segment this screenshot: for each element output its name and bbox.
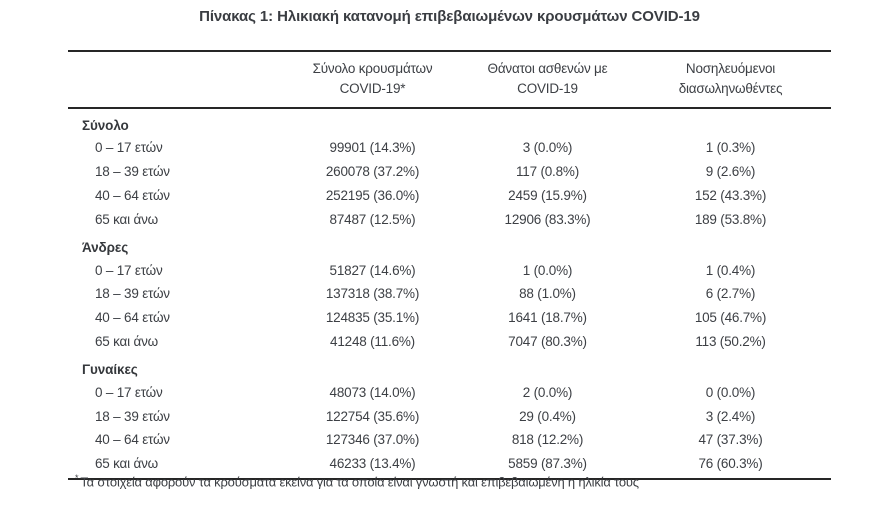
header-deaths-line2: COVID-19 (517, 81, 578, 96)
cases-cell: 51827 (14.6%) (329, 262, 416, 278)
age-group-cell: 40 – 64 ετών (95, 432, 170, 448)
deaths-cell: 5859 (87.3%) (508, 456, 587, 472)
header-intubated: Νοσηλευόμενοι διασωληνωθέντες (630, 59, 831, 99)
table-row: 18 – 39 ετών 122754 (35.6%) 29 (0.4%) 3 (2.… (68, 404, 831, 428)
intubated-cell: 1 (0.3%) (705, 140, 756, 156)
age-group-cell: 40 – 64 ετών (95, 187, 170, 203)
deaths-cell: 29 (0.4%) (519, 408, 576, 424)
cases-cell: 122754 (35.6%) (325, 408, 420, 424)
table-row: 65 και άνω 46233 (13.4%) 5859 (87.3%) 76 (6… (68, 452, 831, 476)
intubated-cell: 3 (2.4%) (705, 408, 756, 424)
deaths-cell: 117 (0.8%) (515, 164, 580, 180)
age-group-cell: 65 και άνω (95, 211, 159, 227)
table-row: 18 – 39 ετών 260078 (37.2%) 117 (0.8%) 9 (2… (68, 160, 831, 184)
age-group-cell: 0 – 17 ετών (95, 140, 163, 156)
age-group-cell: 65 και άνω (95, 333, 159, 349)
cases-cell: 46233 (13.4%) (329, 456, 416, 472)
header-deaths-line1: Θάνατοι ασθενών με (487, 61, 608, 76)
intubated-cell: 1 (0.4%) (705, 262, 756, 278)
table-row: 40 – 64 ετών 124835 (35.1%) 1641 (18.7%) 10… (68, 306, 831, 330)
section-header-row: Άνδρες (68, 231, 831, 258)
header-intubated-line1: Νοσηλευόμενοι (685, 61, 776, 76)
intubated-cell: 0 (0.0%) (705, 384, 756, 400)
section-header-row: Σύνολο (68, 109, 831, 136)
deaths-cell: 3 (0.0%) (522, 140, 573, 156)
intubated-cell: 9 (2.6%) (705, 164, 756, 180)
deaths-cell: 2459 (15.9%) (508, 187, 587, 203)
header-total-cases-line2: COVID-19* (339, 81, 406, 96)
table-row: 40 – 64 ετών 127346 (37.0%) 818 (12.2%) 47 … (68, 428, 831, 452)
table-row: 0 – 17 ετών 99901 (14.3%) 3 (0.0%) 1 (0.3%) (68, 136, 831, 160)
cases-cell: 127346 (37.0%) (325, 432, 420, 448)
table-row: 65 και άνω 87487 (12.5%) 12906 (83.3%) 189 … (68, 207, 831, 231)
age-group-cell: 65 και άνω (95, 456, 159, 472)
table-title: Πίνακας 1: Ηλικιακή κατανομή επιβεβαιωμέ… (199, 8, 700, 25)
age-group-cell: 18 – 39 ετών (95, 408, 170, 424)
table-row: 65 και άνω 41248 (11.6%) 7047 (80.3%) 113 (… (68, 330, 831, 354)
intubated-cell: 189 (53.8%) (694, 211, 767, 227)
table-row: 18 – 39 ετών 137318 (38.7%) 88 (1.0%) 6 (2.… (68, 282, 831, 306)
cases-cell: 87487 (12.5%) (329, 211, 416, 227)
header-total-cases: Σύνολο κρουσμάτων COVID-19* (280, 59, 465, 99)
footnote: * Τα στοιχεία αφορούν τα κρούσματα εκείνα… (75, 473, 835, 489)
age-group-cell: 0 – 17 ετών (95, 262, 163, 278)
table-row: 0 – 17 ετών 51827 (14.6%) 1 (0.0%) 1 (0.4%) (68, 258, 831, 282)
deaths-cell: 818 (12.2%) (511, 432, 584, 448)
age-group-cell: 18 – 39 ετών (95, 286, 170, 302)
header-total-cases-line1: Σύνολο κρουσμάτων (312, 61, 433, 76)
age-group-cell: 0 – 17 ετών (95, 384, 163, 400)
table-header-row: Σύνολο κρουσμάτων COVID-19* Θάνατοι ασθε… (68, 50, 831, 109)
table-bottom-rule (68, 476, 831, 480)
section-label: Άνδρες (82, 239, 129, 255)
header-intubated-line2: διασωληνωθέντες (678, 81, 783, 96)
intubated-cell: 6 (2.7%) (705, 286, 756, 302)
cases-cell: 41248 (11.6%) (330, 333, 415, 349)
table-row: 40 – 64 ετών 252195 (36.0%) 2459 (15.9%) 15… (68, 184, 831, 208)
deaths-cell: 1641 (18.7%) (508, 310, 587, 326)
table-row: 0 – 17 ετών 48073 (14.0%) 2 (0.0%) 0 (0.0%) (68, 380, 831, 404)
age-group-cell: 18 – 39 ετών (95, 164, 170, 180)
age-group-cell: 40 – 64 ετών (95, 310, 170, 326)
intubated-cell: 113 (50.2%) (695, 333, 766, 349)
intubated-cell: 105 (46.7%) (694, 310, 767, 326)
section-label: Σύνολο (82, 117, 129, 133)
footnote-marker: * (75, 473, 79, 483)
deaths-cell: 7047 (80.3%) (508, 333, 587, 349)
intubated-cell: 47 (37.3%) (698, 432, 763, 448)
deaths-cell: 2 (0.0%) (522, 384, 573, 400)
cases-cell: 48073 (14.0%) (329, 384, 416, 400)
cases-cell: 124835 (35.1%) (325, 310, 420, 326)
deaths-cell: 88 (1.0%) (519, 286, 576, 302)
cases-cell: 260078 (37.2%) (325, 164, 420, 180)
deaths-cell: 1 (0.0%) (522, 262, 573, 278)
covid-age-table: Σύνολο κρουσμάτων COVID-19* Θάνατοι ασθε… (68, 50, 831, 480)
section-label: Γυναίκες (82, 361, 138, 377)
cases-cell: 137318 (38.7%) (325, 286, 420, 302)
header-deaths: Θάνατοι ασθενών με COVID-19 (465, 59, 630, 99)
footnote-text: Τα στοιχεία αφορούν τα κρούσματα εκείνα … (80, 474, 639, 490)
section-header-row: Γυναίκες (68, 353, 831, 380)
intubated-cell: 76 (60.3%) (698, 456, 763, 472)
cases-cell: 252195 (36.0%) (325, 187, 420, 203)
table-body: Σύνολο 0 – 17 ετών 99901 (14.3%) 3 (0.0%) 1 … (68, 109, 831, 476)
intubated-cell: 152 (43.3%) (694, 187, 767, 203)
deaths-cell: 12906 (83.3%) (504, 211, 591, 227)
cases-cell: 99901 (14.3%) (329, 140, 416, 156)
